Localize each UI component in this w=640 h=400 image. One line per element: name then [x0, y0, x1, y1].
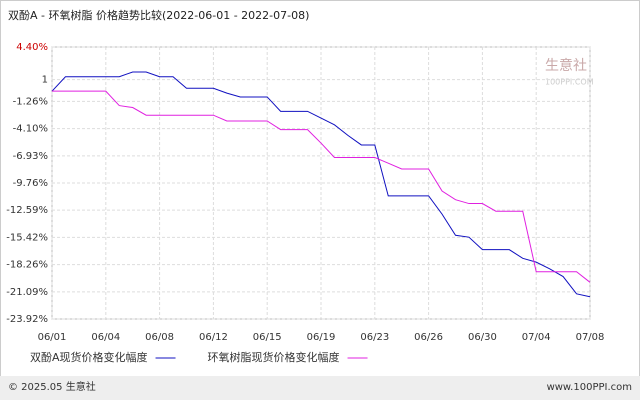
x-tick-label: 06/19 — [307, 332, 336, 343]
y-tick-label: -23.92% — [6, 314, 48, 325]
chart-title: 双酚A - 环氧树脂 价格趋势比较(2022-06-01 - 2022-07-0… — [8, 8, 309, 22]
footer-right: www.100PPI.com — [547, 382, 632, 393]
legend-label: 环氧树脂现货价格变化幅度 — [208, 350, 340, 364]
y-tick-label: 4.40% — [16, 42, 48, 53]
y-tick-label: -21.09% — [6, 287, 48, 298]
y-tick-label: -6.93% — [13, 151, 48, 162]
y-tick-label: -18.26% — [6, 260, 48, 271]
x-tick-label: 07/08 — [576, 332, 605, 343]
footer-left: © 2025.05 生意社 — [8, 380, 96, 393]
x-tick-label: 06/12 — [199, 332, 228, 343]
watermark: 100PPI.COM — [545, 78, 594, 87]
x-tick-label: 06/01 — [38, 332, 67, 343]
y-tick-label: -15.42% — [6, 232, 48, 243]
x-tick-label: 06/04 — [91, 332, 120, 343]
x-tick-label: 06/30 — [468, 332, 497, 343]
y-tick-label: -12.59% — [6, 205, 48, 216]
x-tick-label: 06/26 — [414, 332, 443, 343]
watermark: 生意社 — [545, 57, 587, 74]
series-line — [52, 90, 591, 283]
legend-label: 双酚A现货价格变化幅度 — [30, 350, 148, 364]
y-tick-label: -4.10% — [13, 124, 48, 135]
series-line — [51, 71, 591, 298]
footer-band — [0, 376, 640, 400]
y-tick-label: -1.26% — [13, 96, 48, 107]
x-tick-label: 07/04 — [522, 332, 551, 343]
x-tick-label: 06/23 — [360, 332, 389, 343]
x-tick-label: 06/15 — [253, 332, 282, 343]
y-tick-label: 1 — [42, 75, 48, 86]
y-tick-label: -9.76% — [13, 178, 48, 189]
x-tick-label: 06/08 — [145, 332, 174, 343]
